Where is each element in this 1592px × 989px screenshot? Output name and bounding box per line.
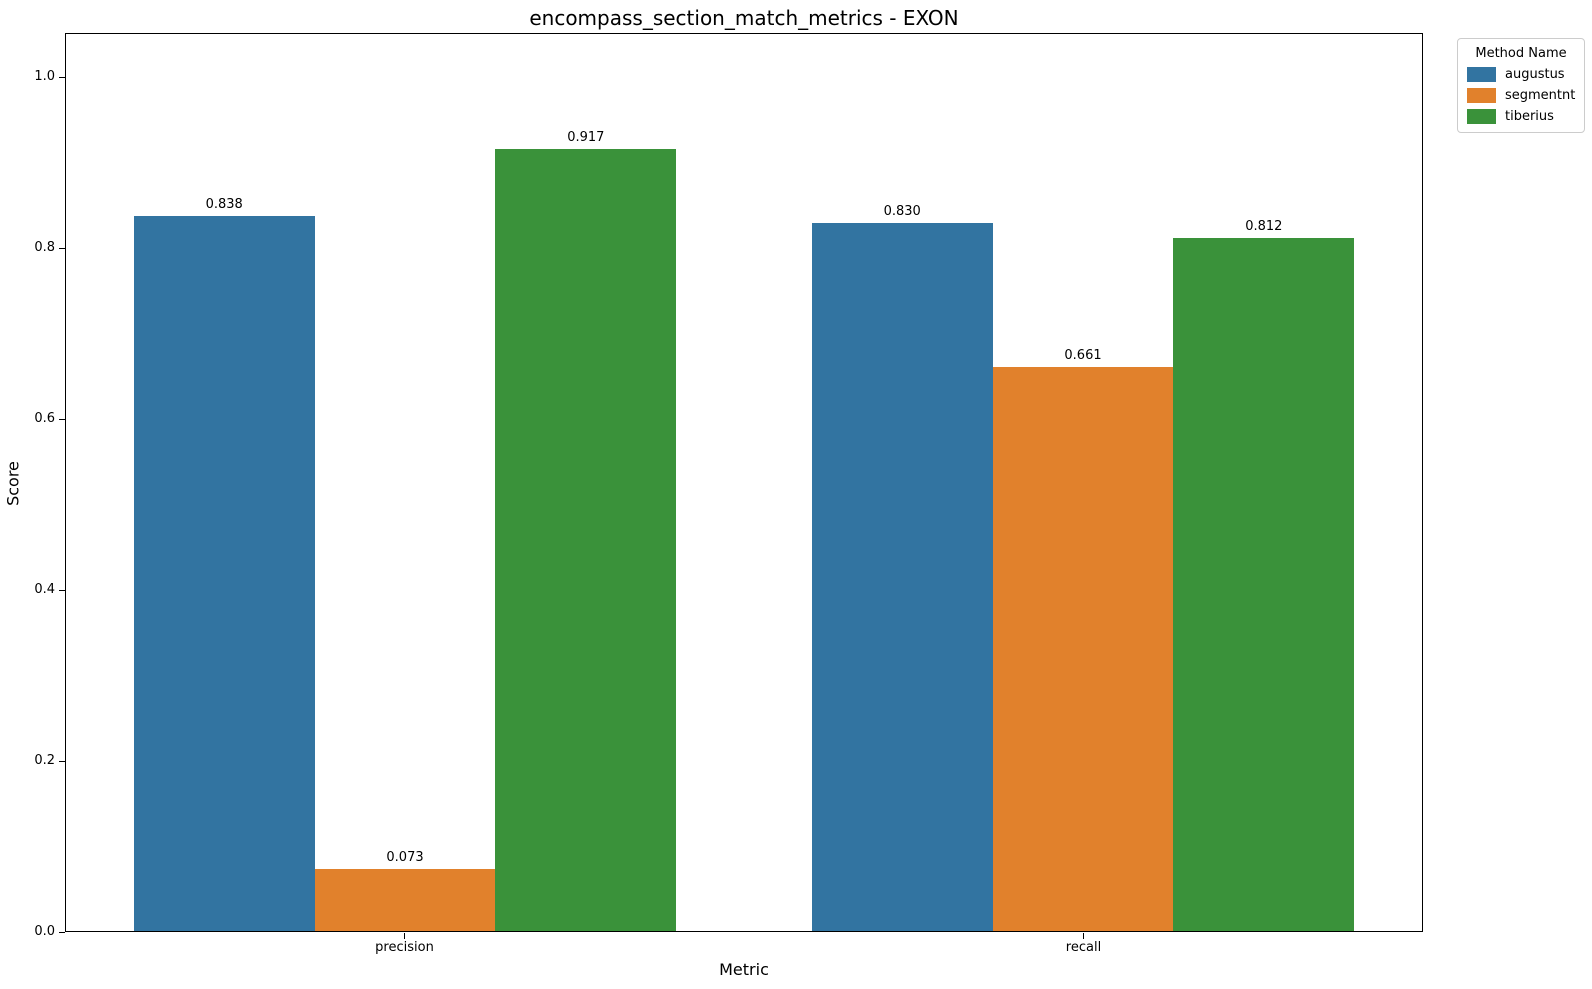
- legend-item-segmentnt: segmentnt: [1467, 88, 1575, 103]
- bar-value-label: 0.917: [567, 129, 605, 145]
- x-tick-label-precision: precision: [375, 940, 434, 955]
- y-tick-label: 0.0: [34, 924, 55, 939]
- bar-value-label: 0.812: [1245, 219, 1283, 235]
- y-tick-mark: [59, 760, 65, 762]
- y-tick-mark: [59, 589, 65, 591]
- bar-augustus-precision: [133, 216, 315, 931]
- legend-item-augustus: augustus: [1467, 67, 1575, 82]
- x-tick-mark: [404, 933, 406, 939]
- bar-tiberius-precision: [495, 148, 677, 931]
- legend: Method Name augustus segmentnt tiberius: [1457, 38, 1585, 133]
- plot-area: 0.838 0.830 0.073 0.661 0.917 0.812: [65, 33, 1423, 932]
- legend-title: Method Name: [1475, 46, 1567, 61]
- legend-swatch-augustus: [1467, 67, 1496, 82]
- y-tick-mark: [59, 931, 65, 933]
- bar-augustus-recall: [811, 222, 993, 931]
- chart-title: encompass_section_match_metrics - EXON: [529, 6, 959, 30]
- bar-segmentnt-precision: [314, 868, 496, 931]
- x-tick-label-recall: recall: [1065, 940, 1102, 955]
- legend-item-label: segmentnt: [1505, 88, 1576, 103]
- bar-value-label: 0.838: [205, 197, 243, 213]
- y-axis-label: Score: [3, 461, 23, 506]
- bar-value-label: 0.661: [1064, 348, 1102, 364]
- y-tick-label: 0.8: [34, 240, 55, 256]
- legend-swatch-tiberius: [1467, 109, 1496, 124]
- y-tick-label: 0.6: [34, 411, 55, 427]
- legend-items: augustus segmentnt tiberius: [1467, 67, 1575, 124]
- legend-swatch-segmentnt: [1467, 88, 1496, 103]
- y-tick-mark: [59, 76, 65, 78]
- legend-item-label: augustus: [1505, 67, 1565, 82]
- bar-segmentnt-recall: [992, 367, 1174, 931]
- bar-value-label: 0.073: [386, 849, 424, 865]
- legend-item-label: tiberius: [1505, 109, 1554, 124]
- y-tick-label: 0.2: [34, 753, 55, 768]
- y-tick-label: 0.4: [34, 582, 55, 597]
- legend-item-tiberius: tiberius: [1467, 109, 1575, 124]
- bar-value-label: 0.830: [883, 203, 921, 219]
- bar-tiberius-recall: [1173, 238, 1355, 931]
- y-tick-mark: [59, 247, 65, 249]
- x-axis-label: Metric: [719, 960, 769, 979]
- y-tick-mark: [59, 418, 65, 420]
- y-tick-label: 1.0: [34, 69, 55, 85]
- x-tick-mark: [1083, 933, 1085, 939]
